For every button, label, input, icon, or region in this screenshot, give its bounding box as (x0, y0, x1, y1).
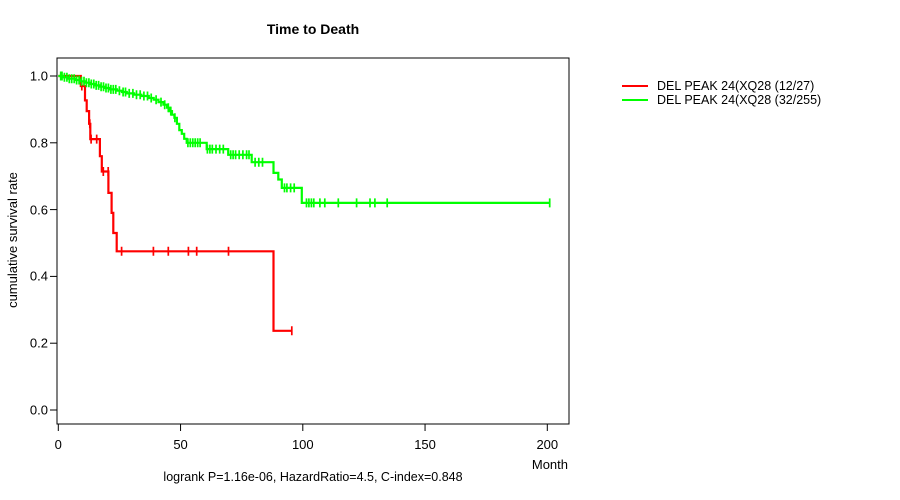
legend: DEL PEAK 24(XQ28 (12/27) DEL PEAK 24(XQ2… (622, 79, 821, 107)
censor-marks-green (59, 71, 551, 208)
y-tick-label: 0.0 (29, 402, 48, 418)
y-tick-label: 0.6 (29, 202, 48, 218)
y-tick-label: 1.0 (29, 68, 48, 84)
x-tick-label: 200 (536, 437, 559, 452)
x-axis-unit-label: Month (531, 457, 568, 472)
y-tick-label: 0.8 (29, 135, 48, 151)
y-tick-label: 0.4 (29, 268, 48, 284)
chart-title: Time to Death (266, 21, 360, 37)
censor-marks-red (80, 81, 293, 336)
x-tick-label: 0 (54, 437, 62, 452)
survival-curve-green (58, 74, 550, 204)
legend-label-green: DEL PEAK 24(XQ28 (32/255) (657, 93, 822, 107)
x-tick-label: 150 (414, 437, 436, 452)
survival-curve-red (58, 74, 292, 332)
stats-annotation: logrank P=1.16e-06, HazardRatio=4.5, C-i… (163, 470, 463, 484)
legend-line-swatch-green (622, 98, 648, 102)
x-tick-label: 50 (173, 437, 188, 452)
legend-item-red: DEL PEAK 24(XQ28 (12/27) (622, 79, 821, 93)
legend-line-swatch-red (622, 84, 648, 88)
y-tick-label: 0.2 (29, 335, 48, 351)
legend-label-red: DEL PEAK 24(XQ28 (12/27) (657, 79, 815, 93)
plot-frame (56, 57, 570, 425)
legend-item-green: DEL PEAK 24(XQ28 (32/255) (622, 93, 821, 107)
x-tick-label: 100 (291, 437, 314, 452)
